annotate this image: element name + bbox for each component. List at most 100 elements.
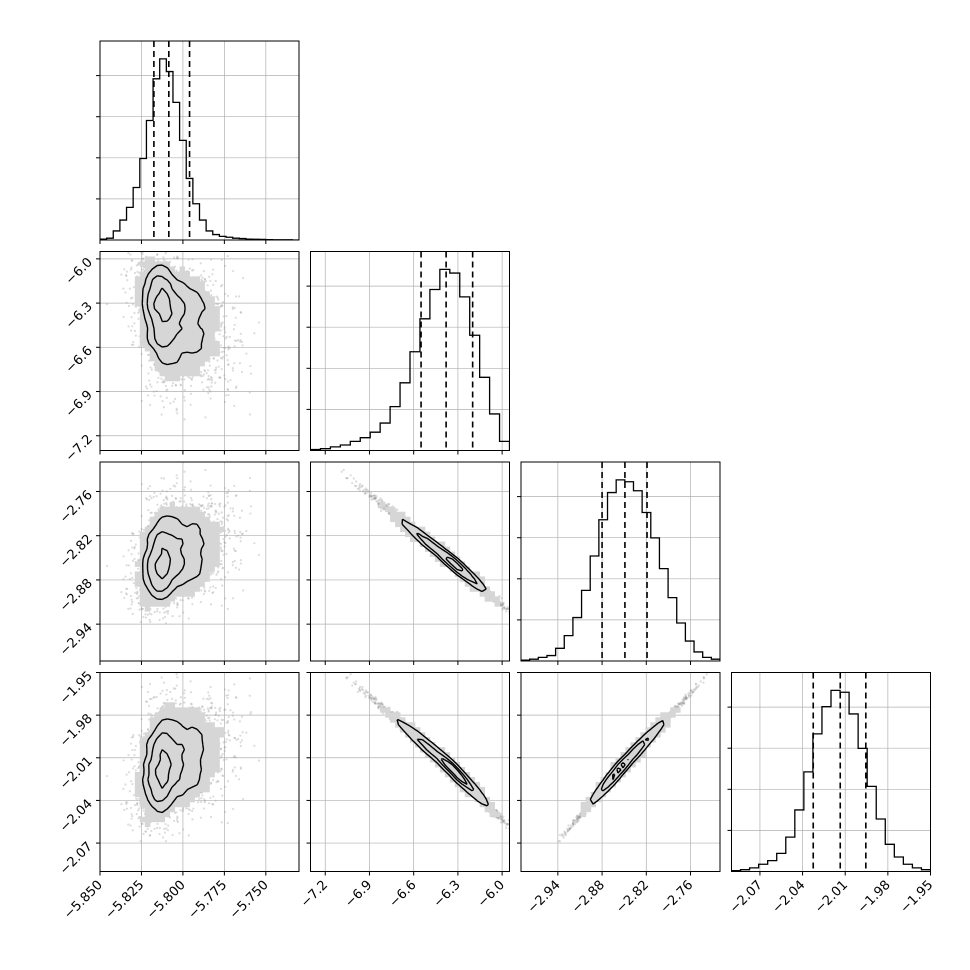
scatter-point <box>159 247 161 249</box>
scatter-point <box>176 603 179 606</box>
scatter-point <box>156 610 159 613</box>
scatter-point <box>208 494 211 498</box>
scatter-point <box>175 269 178 272</box>
density-cell <box>169 326 176 332</box>
scatter-point <box>241 532 244 535</box>
density-cell <box>139 336 146 342</box>
density-cell <box>154 266 161 272</box>
density-cell <box>184 360 190 367</box>
density-cell <box>154 316 161 322</box>
scatter-point <box>120 591 123 594</box>
density-cell <box>174 370 180 377</box>
scatter-point <box>257 553 261 557</box>
scatter-point <box>218 333 221 336</box>
scatter-point <box>231 560 234 564</box>
panel-content <box>100 462 299 661</box>
density-cell <box>159 326 166 332</box>
scatter-point <box>234 566 238 569</box>
scatter-point <box>233 514 236 517</box>
density-cell <box>184 355 190 362</box>
scatter-point <box>128 577 131 581</box>
scatter-point <box>231 366 234 370</box>
scatter-point <box>233 549 236 552</box>
density-cell <box>154 331 161 337</box>
density-cell <box>214 316 220 322</box>
scatter-point <box>176 477 179 480</box>
scatter-point <box>183 399 186 402</box>
scatter-point <box>237 295 241 298</box>
scatter-point <box>144 613 147 616</box>
scatter-point <box>224 535 227 538</box>
scatter-point <box>229 507 232 510</box>
scatter-point <box>127 549 130 552</box>
panel-0-0 <box>96 40 300 244</box>
density-cell <box>214 346 220 352</box>
density-cell <box>184 326 190 332</box>
scatter-point <box>216 566 220 569</box>
density-cell <box>154 360 161 367</box>
scatter-point <box>232 328 235 331</box>
density-cell <box>154 301 161 307</box>
density-cell <box>154 276 161 282</box>
density-cell <box>174 341 180 347</box>
scatter-point <box>213 513 216 516</box>
density-cell <box>164 286 171 292</box>
density-cell <box>204 316 210 322</box>
scatter-point <box>160 377 163 380</box>
density-cell <box>149 286 156 292</box>
scatter-point <box>162 498 165 502</box>
scatter-point <box>132 340 135 344</box>
scatter-point <box>127 564 131 567</box>
scatter-point <box>188 237 190 239</box>
scatter-point <box>163 615 167 619</box>
scatter-point <box>149 244 151 246</box>
scatter-point <box>222 335 225 338</box>
scatter-point <box>242 276 245 280</box>
scatter-point <box>215 295 218 298</box>
density-cell <box>179 291 185 297</box>
scatter-point <box>188 376 191 379</box>
scatter-point <box>147 372 150 375</box>
scatter-point <box>199 375 202 378</box>
scatter-point <box>248 476 252 480</box>
density-cell <box>159 261 166 267</box>
density-cell <box>204 336 210 342</box>
scatter-point <box>221 283 224 287</box>
density-cell <box>199 355 205 362</box>
density-cell <box>154 296 161 302</box>
density-cell <box>179 365 185 372</box>
histogram-1 <box>310 268 510 451</box>
density-cell <box>174 365 180 372</box>
density-cell <box>184 351 190 357</box>
scatter-point <box>217 365 220 368</box>
scatter-point <box>169 401 172 405</box>
scatter-point <box>226 359 229 362</box>
density-cell <box>169 370 176 377</box>
density-cell <box>179 271 185 277</box>
density-cell <box>144 341 151 347</box>
scatter-point <box>132 582 135 585</box>
scatter-point <box>133 591 137 594</box>
scatter-point <box>223 505 226 508</box>
scatter-point <box>122 555 125 558</box>
scatter-point <box>215 510 218 513</box>
density-cell <box>139 326 146 332</box>
scatter-point <box>182 246 184 248</box>
scatter-point <box>179 497 182 500</box>
scatter-point <box>179 384 182 387</box>
scatter-point <box>219 322 223 325</box>
scatter-point <box>223 541 226 544</box>
density-cell <box>144 286 151 292</box>
density-cell <box>184 365 190 372</box>
scatter-point <box>141 258 144 261</box>
scatter-point <box>140 399 143 402</box>
scatter-point <box>133 322 136 325</box>
scatter-point <box>130 316 133 319</box>
density-cell <box>159 331 166 337</box>
density-cell <box>149 296 156 302</box>
scatter-point <box>174 397 177 400</box>
scatter-point <box>245 352 248 355</box>
scatter-point <box>162 379 165 382</box>
scatter-point <box>210 294 213 297</box>
